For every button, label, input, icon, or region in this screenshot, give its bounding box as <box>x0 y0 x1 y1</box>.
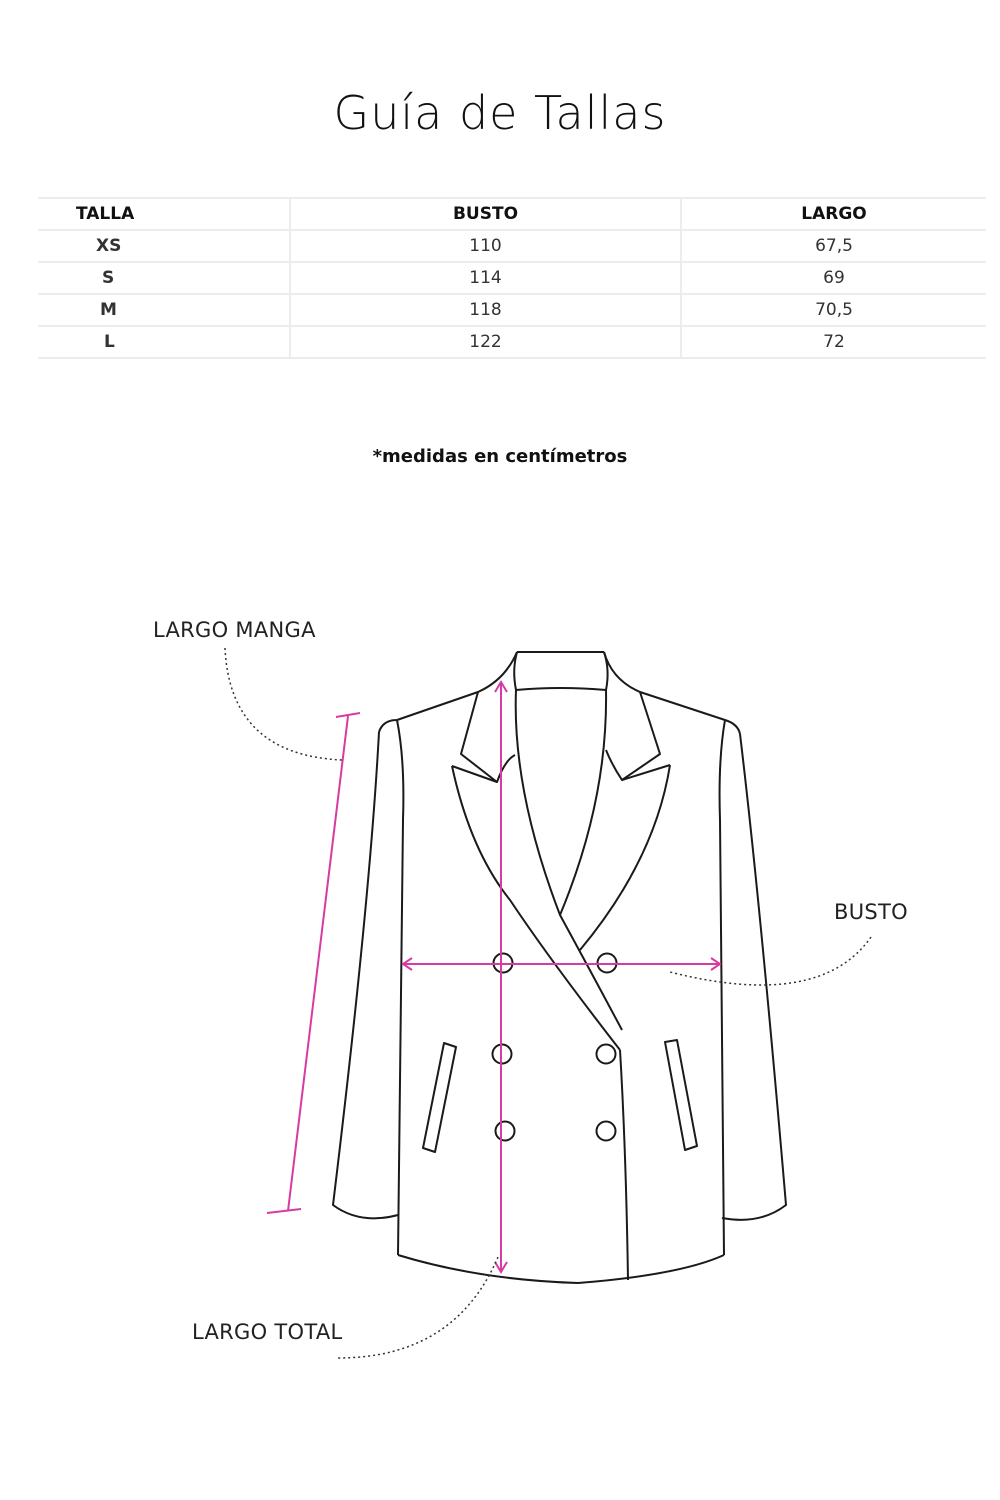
bust-cell: 114 <box>290 261 682 295</box>
table-header-row: TALLA BUSTO LARGO <box>38 197 986 231</box>
jacket-outline <box>332 651 787 1284</box>
bust-cell: 122 <box>290 325 682 359</box>
bust-cell: 118 <box>290 293 682 327</box>
length-cell: 72 <box>681 325 986 359</box>
length-cell: 67,5 <box>681 229 986 263</box>
bust-label: BUSTO <box>834 900 908 924</box>
sleeve-measure-line <box>266 712 361 1214</box>
measure-lines <box>266 680 722 1274</box>
length-cell: 70,5 <box>681 293 986 327</box>
label-leaders <box>224 647 872 1359</box>
sleeve-length-label: LARGO MANGA <box>153 618 316 642</box>
header-busto: BUSTO <box>290 197 682 231</box>
header-talla: TALLA <box>38 197 291 231</box>
size-cell: XS <box>38 229 291 263</box>
button-icon <box>595 1043 617 1065</box>
size-cell: L <box>38 325 291 359</box>
size-cell: S <box>38 261 291 295</box>
length-cell: 69 <box>681 261 986 295</box>
header-largo: LARGO <box>681 197 986 231</box>
table-row: XS 110 67,5 <box>38 229 986 263</box>
buttons <box>491 952 618 1142</box>
button-icon <box>595 1120 617 1142</box>
units-note: *medidas en centímetros <box>372 446 628 467</box>
table-row: M 118 70,5 <box>38 293 986 327</box>
bust-cell: 110 <box>290 229 682 263</box>
total-length-label: LARGO TOTAL <box>192 1320 343 1344</box>
size-cell: M <box>38 293 291 327</box>
button-icon <box>494 1120 516 1142</box>
table-row: S 114 69 <box>38 261 986 295</box>
size-table: TALLA BUSTO LARGO XS 110 67,5 S 114 69 M… <box>38 197 986 359</box>
bust-measure-line <box>401 957 722 971</box>
table-row: L 122 72 <box>38 325 986 359</box>
page-title: Guía de Tallas <box>333 86 667 140</box>
length-measure-line <box>494 680 508 1274</box>
